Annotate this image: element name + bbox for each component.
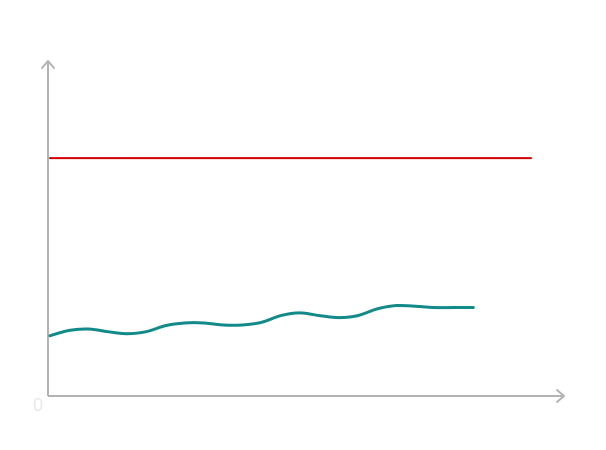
x-axis-arrow <box>556 389 565 403</box>
series-line-2 <box>48 303 475 338</box>
y-axis-arrow <box>41 60 55 69</box>
series-layer <box>48 157 532 338</box>
origin-tick-label: 0 <box>33 395 43 415</box>
